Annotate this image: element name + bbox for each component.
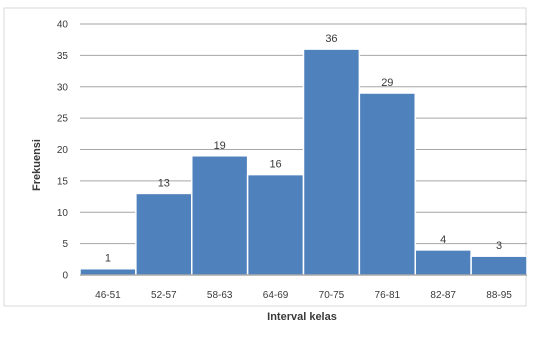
y-tick-label: 20: [57, 145, 69, 156]
y-tick-label: 25: [57, 114, 69, 125]
data-label: 29: [381, 77, 393, 89]
x-category-label: 88-95: [486, 290, 512, 301]
y-tick-label: 30: [57, 82, 69, 93]
bars: [79, 48, 528, 276]
y-tick-label: 15: [57, 176, 69, 187]
y-tick-label: 35: [57, 51, 69, 62]
data-label: 13: [158, 177, 170, 189]
x-axis-label: Interval kelas: [267, 311, 337, 323]
x-category-label: 76-81: [375, 290, 401, 301]
bar-76-81: [358, 92, 416, 276]
bar-52-57: [135, 192, 193, 276]
y-axis-ticks: 0 5 10 15 20 25 30 35 40: [57, 20, 69, 282]
y-tick-label: 5: [62, 239, 68, 250]
data-labels: 1 13 19 16 36 29 4 3: [105, 33, 502, 265]
data-label: 3: [496, 240, 502, 252]
y-tick-label: 0: [62, 271, 68, 282]
x-category-label: 46-51: [95, 290, 121, 301]
x-category-label: 58-63: [207, 290, 233, 301]
bar-70-75: [302, 48, 361, 276]
data-label: 19: [214, 140, 226, 152]
bar-88-95: [470, 255, 528, 276]
bar-46-51: [79, 267, 137, 276]
x-axis-categories: 46-51 52-57 58-63 64-69 70-75 76-81 82-87 88-95: [95, 290, 512, 301]
y-axis-label: Frekuensi: [31, 139, 43, 191]
y-tick-label: 10: [57, 208, 69, 219]
x-category-label: 82-87: [430, 290, 456, 301]
x-category-label: 70-75: [319, 290, 345, 301]
x-category-label: 64-69: [263, 290, 289, 301]
data-label: 36: [325, 33, 337, 45]
bar-58-63: [191, 155, 249, 276]
bar-82-87: [414, 249, 472, 276]
data-label: 16: [269, 159, 281, 171]
bar-64-69: [246, 173, 305, 276]
data-label: 4: [440, 234, 446, 246]
y-tick-label: 40: [57, 20, 69, 31]
data-label: 1: [105, 253, 111, 265]
x-category-label: 52-57: [151, 290, 177, 301]
